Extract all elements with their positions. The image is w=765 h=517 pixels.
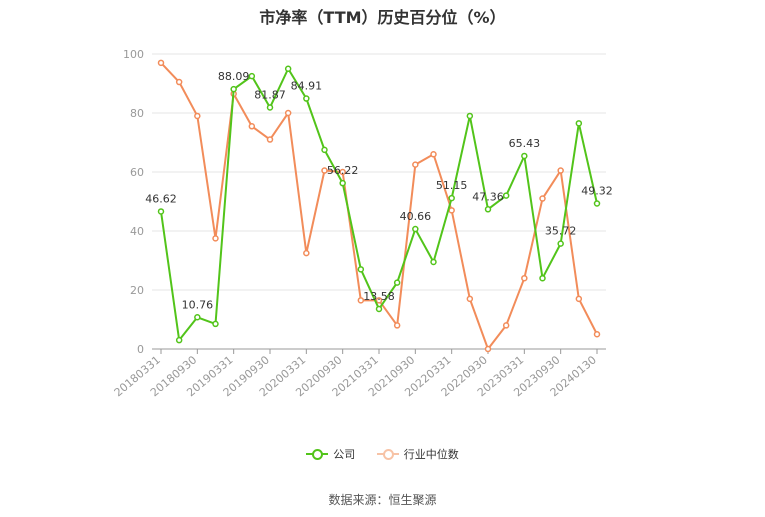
point-industry-median-20200630 (321, 167, 328, 174)
point-company-20240130 (593, 200, 601, 207)
data-label-company-20200331: 84.91 (291, 80, 323, 93)
point-industry-median-20200331 (303, 249, 310, 257)
point-company-20200630 (321, 146, 328, 154)
point-industry-median-20210630 (393, 322, 401, 329)
point-company-20201231 (357, 266, 365, 273)
y-tick-label-60: 60 (130, 166, 144, 179)
y-tick-label-20: 20 (130, 284, 144, 297)
data-label-company-20230930: 35.72 (545, 225, 577, 238)
series-lines (157, 59, 601, 353)
point-company-20231231 (575, 120, 583, 127)
legend-item-industry-median[interactable]: 行业中位数 (376, 446, 459, 462)
data-label-company-20180331: 46.62 (145, 192, 177, 205)
legend-item-company[interactable]: 公司 (306, 446, 355, 462)
data-label-company-20190930: 81.87 (254, 88, 286, 101)
data-label-company-20210930: 40.66 (400, 210, 432, 223)
point-industry-median-20220331 (448, 207, 455, 214)
legend-swatch-company (306, 448, 329, 460)
legend-label-company: 公司 (333, 448, 356, 461)
point-industry-median-20230630 (539, 195, 546, 202)
data-label-company-20220930: 47.36 (472, 190, 504, 203)
y-tick-label-40: 40 (130, 225, 144, 238)
point-company-20180930 (194, 314, 201, 321)
data-label-company-20220331: 51.15 (436, 179, 468, 192)
point-company-20230630 (539, 274, 546, 282)
point-company-20180331 (157, 208, 165, 215)
point-industry-median-20181231 (212, 235, 219, 242)
point-company-20230331 (521, 152, 528, 160)
point-company-20221231 (502, 192, 510, 199)
point-industry-median-20180930 (194, 112, 201, 120)
point-company-20181231 (212, 320, 219, 328)
point-company-20180630 (175, 336, 183, 344)
point-company-20190930 (266, 104, 274, 111)
point-company-20190331 (230, 85, 237, 93)
data-label-company-20180930: 10.76 (182, 298, 214, 311)
y-tick-label-100: 100 (123, 48, 144, 61)
legend-swatch-industry-median (376, 448, 399, 460)
y-tick-label-80: 80 (130, 107, 144, 120)
point-company-20220930 (484, 206, 492, 213)
point-industry-median-20180331 (157, 59, 165, 67)
point-industry-median-20221231 (502, 322, 510, 329)
point-industry-median-20190630 (248, 123, 256, 130)
point-industry-median-20201231 (357, 297, 365, 304)
point-company-20210331 (375, 305, 383, 313)
legend: 公司 行业中位数 (0, 446, 765, 463)
chart-title: 市净率（TTM）历史百分位（%） (259, 8, 506, 27)
point-company-20191231 (284, 65, 292, 72)
point-industry-median-20230930 (557, 167, 564, 174)
point-industry-median-20231231 (575, 295, 583, 303)
point-company-20200331 (303, 95, 310, 102)
point-company-20210630 (393, 279, 401, 286)
data-label-company-20200930: 56.22 (327, 164, 359, 177)
point-industry-median-20240130 (593, 331, 601, 338)
data-label-company-20190331: 88.09 (218, 70, 250, 83)
data-label-company-20230331: 65.43 (509, 137, 541, 150)
point-industry-median-20210331 (375, 297, 383, 304)
point-industry-median-20190930 (266, 136, 274, 143)
point-industry-median-20230331 (521, 274, 528, 282)
point-company-20211231 (430, 258, 437, 266)
point-company-20220630 (466, 112, 474, 120)
point-industry-median-20191231 (284, 109, 292, 117)
grid-lines (152, 53, 606, 291)
data-label-company-20210331: 13.58 (363, 290, 395, 303)
point-industry-median-20211231 (430, 151, 437, 158)
data-source: 数据来源：恒生聚源 (328, 493, 437, 507)
point-industry-median-20200930 (339, 168, 346, 176)
data-labels: 46.62 10.76 88.09 81.87 84.91 56.22 13.58 40.66… (145, 70, 613, 311)
point-industry-median-20220930 (484, 345, 492, 353)
point-company-20230930 (557, 240, 564, 247)
axes: 0204060801002018033120180930201903312019… (112, 48, 606, 399)
point-company-20190630 (248, 72, 256, 80)
y-tick-label-0: 0 (137, 343, 144, 356)
data-label-company-20240130: 49.32 (581, 185, 613, 198)
point-industry-median-20180630 (175, 78, 183, 86)
point-company-20210930 (412, 225, 419, 233)
point-industry-median-20220630 (466, 295, 474, 303)
point-company-20200930 (339, 179, 346, 187)
point-company-20220331 (448, 194, 455, 202)
point-industry-median-20210930 (412, 161, 419, 168)
legend-label-industry-median: 行业中位数 (403, 448, 459, 461)
